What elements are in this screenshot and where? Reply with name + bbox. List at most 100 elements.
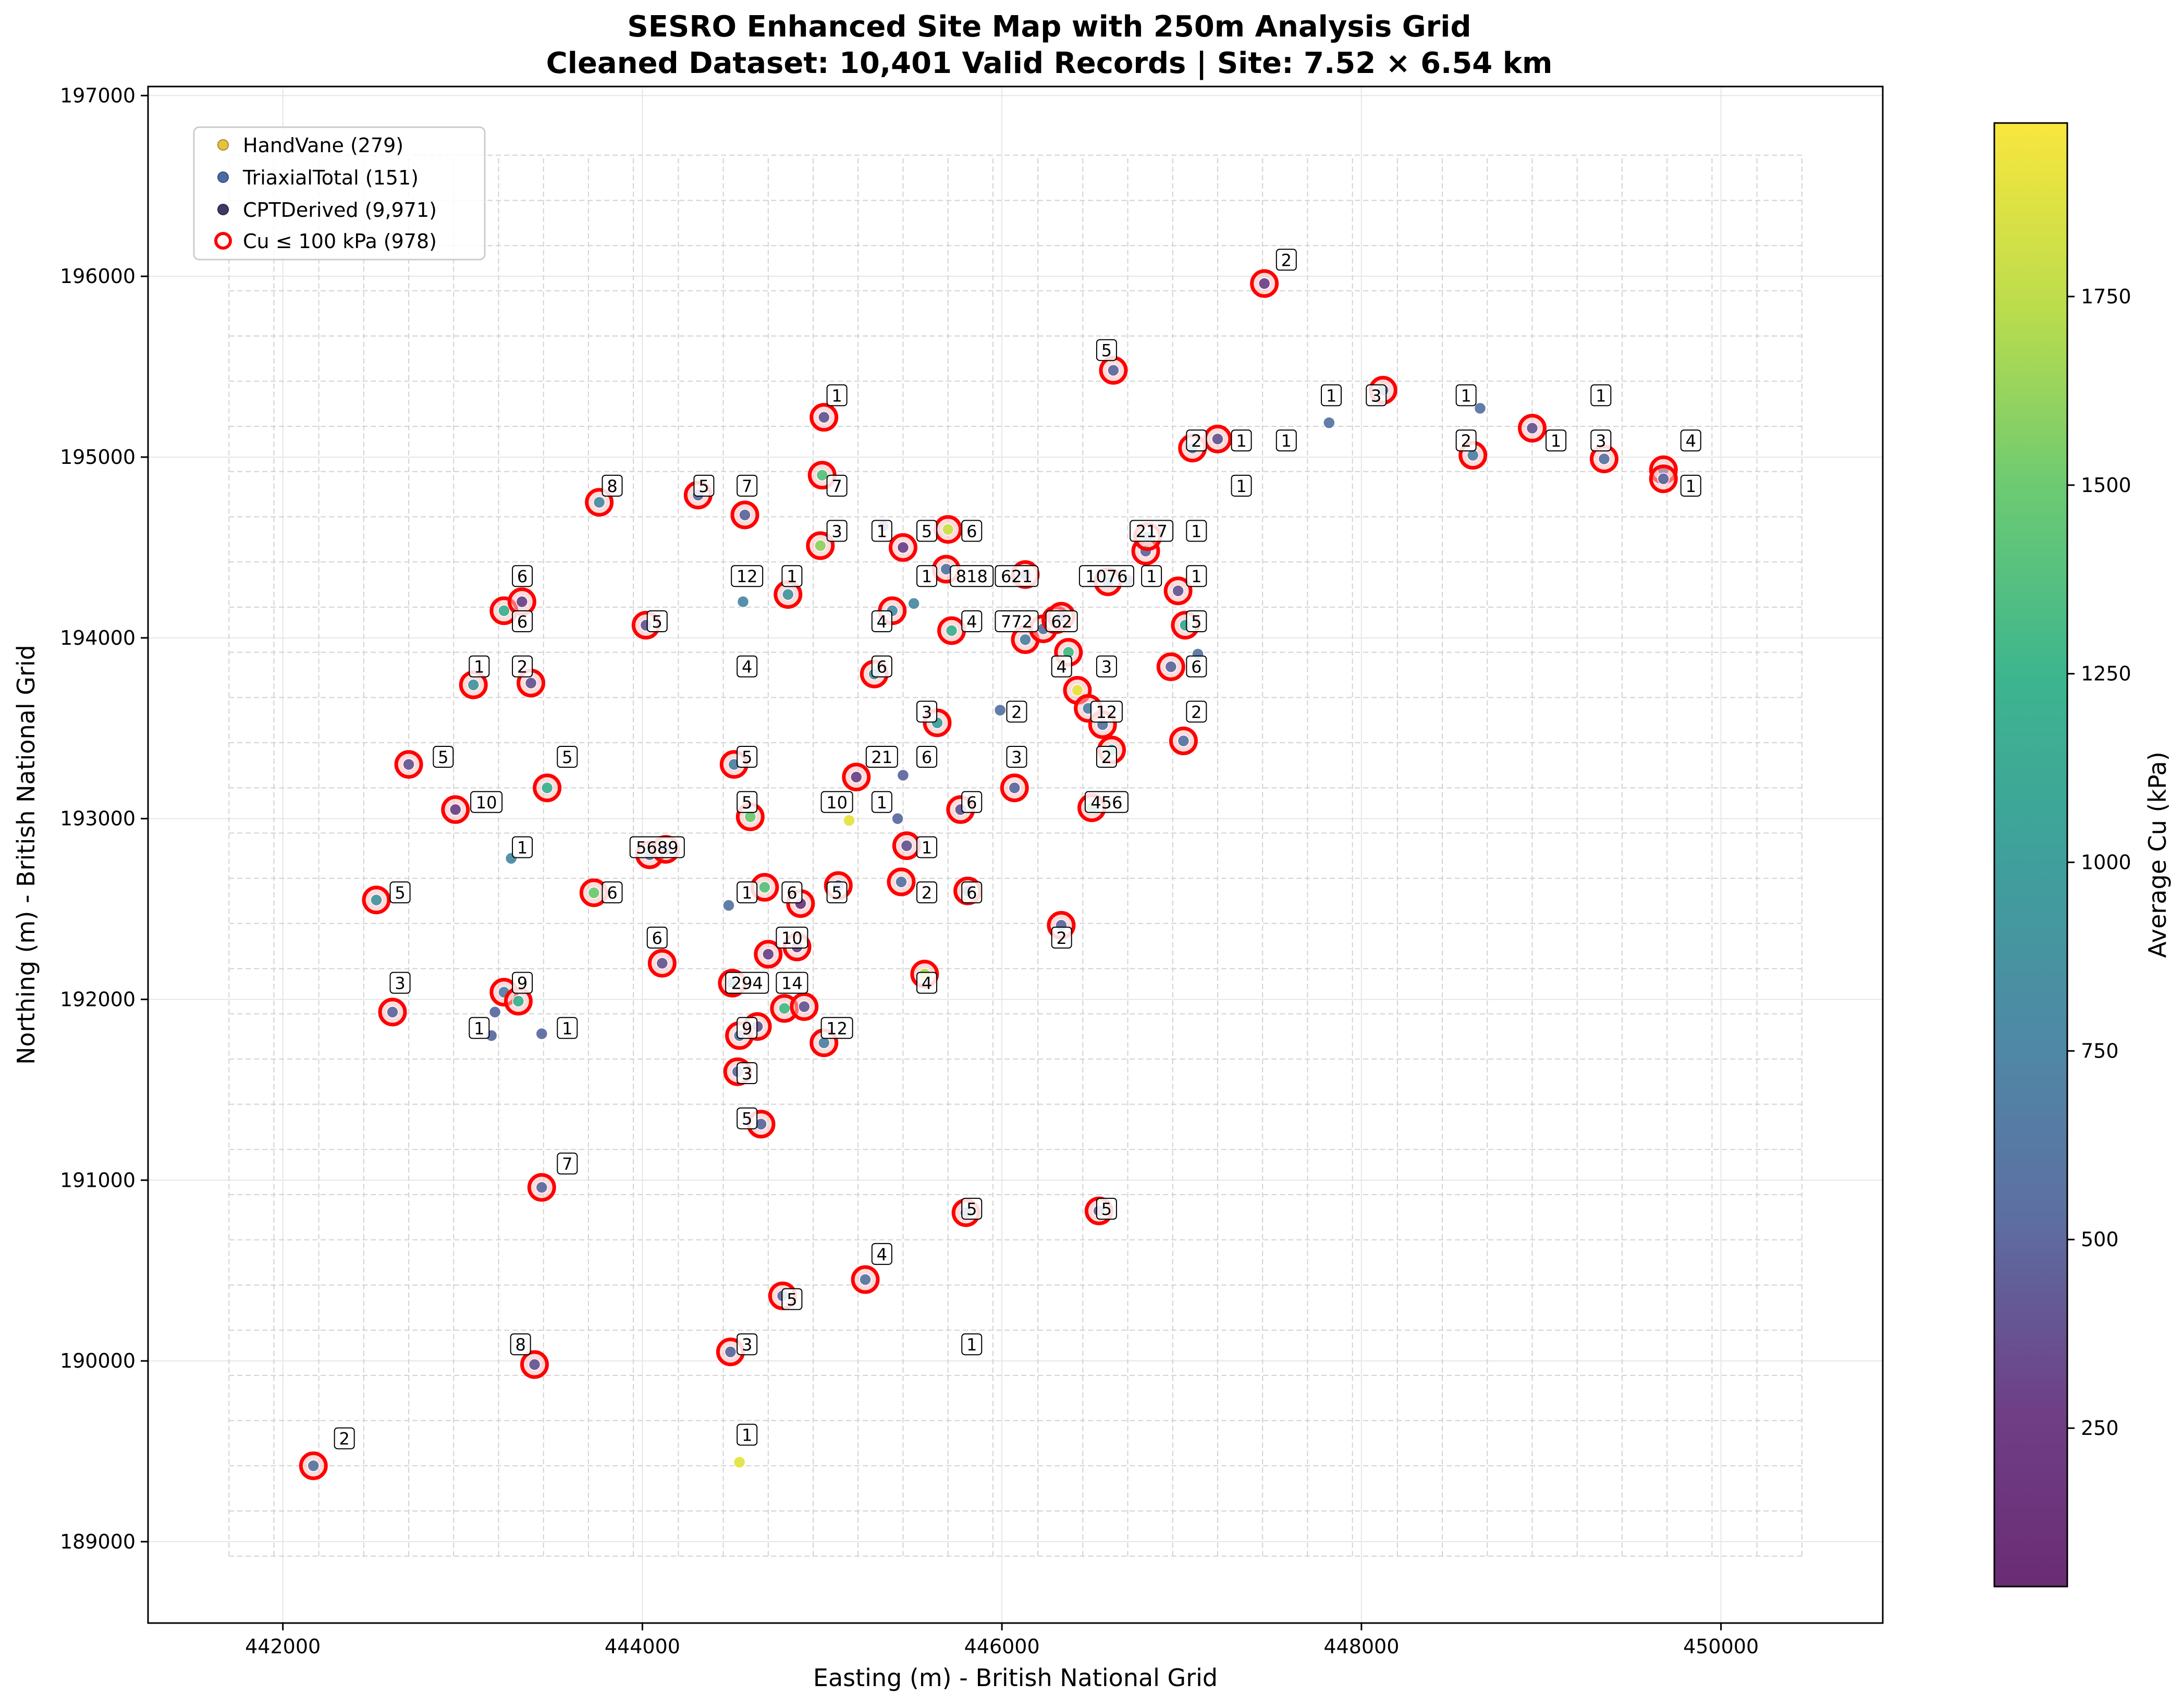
count-label: 6	[787, 883, 797, 903]
plot-area	[148, 87, 1883, 1623]
count-label: 1	[742, 1426, 752, 1445]
count-label-box	[469, 655, 490, 678]
chart-title-line2: Cleaned Dataset: 10,401 Valid Records | …	[546, 46, 1553, 80]
count-label-box	[1680, 429, 1701, 452]
count-label-box	[737, 655, 758, 678]
count-label-box	[961, 1198, 983, 1220]
x-axis-label: Easting (m) - British National Grid	[813, 1664, 1218, 1692]
count-label-box	[334, 1427, 355, 1449]
count-label: 4	[877, 1245, 887, 1264]
data-point	[1172, 584, 1184, 597]
legend-box	[193, 126, 486, 261]
colorbar-tick-label: 250	[2081, 1417, 2119, 1440]
data-point	[488, 1005, 501, 1018]
count-label-box	[776, 972, 808, 994]
count-label-box	[1186, 610, 1207, 632]
count-label-box	[725, 972, 769, 994]
count-label-box	[1006, 746, 1027, 768]
count-label: 1	[517, 838, 528, 857]
count-label-box	[1680, 474, 1701, 497]
count-label: 5	[1191, 612, 1201, 632]
count-label: 6	[966, 522, 977, 542]
count-label-box	[1130, 520, 1174, 542]
count-label-box	[961, 881, 983, 904]
legend-marker-cpt	[217, 204, 229, 215]
count-label-box	[737, 1107, 758, 1129]
count-label: 5689	[636, 838, 678, 857]
count-label: 12	[1096, 702, 1118, 722]
colorbar: 250 500 750 1000 1250 1500 1750 Average Cu (kP…	[1993, 122, 2172, 1588]
count-label: 3	[742, 1335, 752, 1355]
legend-label-handvane: HandVane (279)	[243, 134, 403, 157]
count-label: 10	[476, 793, 497, 813]
data-point	[1657, 472, 1670, 485]
data-point	[541, 781, 554, 794]
count-label: 4	[1686, 431, 1696, 451]
count-label: 8	[607, 476, 617, 496]
count-label: 1	[1146, 567, 1157, 586]
count-label: 5	[831, 883, 842, 903]
count-label: 4	[1057, 657, 1067, 677]
count-label-box	[950, 565, 994, 587]
count-label: 7	[742, 476, 752, 496]
count-label: 1	[1191, 567, 1201, 586]
count-label: 3	[922, 702, 932, 722]
y-tick-label: 191000	[60, 1169, 136, 1191]
count-label: 9	[517, 974, 528, 993]
count-label: 2	[339, 1429, 349, 1449]
count-label: 6	[607, 883, 617, 903]
count-label-box	[916, 746, 938, 768]
count-label-box	[1096, 339, 1117, 361]
data-point	[524, 677, 537, 690]
y-axis-ticks: 189000 190000 191000 192000 193000 194000 1950…	[60, 84, 148, 1553]
count-label-box	[470, 791, 503, 813]
count-label: 1	[474, 657, 484, 677]
data-point	[724, 1346, 737, 1358]
count-label-box	[1051, 655, 1072, 678]
count-label: 1	[1596, 386, 1606, 406]
count-label-box	[646, 610, 668, 632]
count-label-box	[1141, 565, 1162, 587]
count-label: 12	[826, 1018, 848, 1038]
count-label-box	[433, 746, 454, 768]
count-label: 3	[1101, 657, 1112, 677]
data-point	[370, 893, 383, 906]
legend-marker-triaxial	[217, 171, 229, 183]
count-label-box	[871, 1243, 892, 1265]
count-label: 294	[731, 974, 763, 993]
count-label: 2	[1057, 928, 1067, 948]
count-label-box	[1455, 429, 1477, 452]
data-point	[798, 1000, 811, 1013]
count-label-box	[512, 836, 533, 858]
count-label-box	[1590, 384, 1612, 407]
count-label: 7	[562, 1154, 572, 1174]
count-label-box	[1096, 746, 1117, 768]
count-label: 5	[438, 747, 448, 767]
colorbar-ticks: 250 500 750 1000 1250 1500 1750	[2067, 285, 2131, 1440]
count-label: 1	[1551, 431, 1561, 451]
count-label: 1	[831, 386, 842, 406]
count-label-box	[916, 565, 938, 587]
count-label: 5	[742, 793, 752, 813]
count-label-box	[820, 791, 853, 813]
count-label-box	[737, 474, 758, 497]
colorbar-tick-label: 500	[2081, 1228, 2119, 1251]
data-point	[1071, 684, 1084, 697]
count-label-box	[871, 655, 892, 678]
count-label: 3	[1371, 386, 1381, 406]
count-label-box	[826, 474, 848, 497]
count-label-box	[389, 972, 411, 994]
count-label-box	[916, 836, 938, 858]
plot-frame	[147, 85, 1884, 1624]
legend-marker-low-cu	[214, 232, 232, 250]
count-label: 9	[742, 1018, 752, 1038]
count-label-box	[820, 1017, 853, 1039]
count-label-box	[871, 791, 892, 813]
data-point	[778, 1002, 791, 1015]
count-label-box	[1090, 701, 1123, 723]
data-point	[941, 523, 954, 536]
count-label-box	[961, 520, 983, 542]
count-label-box	[1045, 610, 1078, 632]
count-label-box	[512, 565, 533, 587]
data-point	[1019, 633, 1032, 646]
